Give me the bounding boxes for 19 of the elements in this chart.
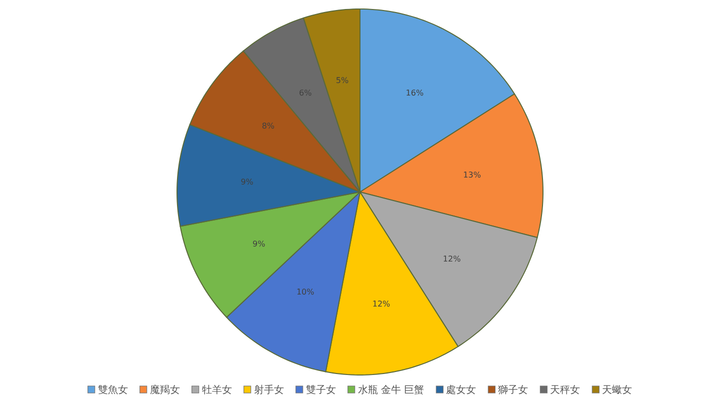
data-label: 13% bbox=[463, 170, 482, 180]
data-label: 5% bbox=[336, 76, 349, 85]
data-label: 12% bbox=[372, 299, 391, 308]
data-label: 9% bbox=[240, 177, 254, 186]
data-label: 8% bbox=[262, 121, 275, 130]
data-label: 16% bbox=[406, 88, 424, 98]
legend-label: 魔羯女 bbox=[150, 384, 180, 396]
legend-label: 牡羊女 bbox=[202, 384, 232, 396]
legend-label: 天秤女 bbox=[550, 384, 580, 396]
legend-label: 獅子女 bbox=[498, 384, 528, 396]
data-label: 10% bbox=[296, 287, 315, 296]
legend-label: 天蠍女 bbox=[602, 384, 632, 396]
legend-label: 水瓶 金牛 巨蟹 bbox=[358, 384, 424, 396]
legend-label: 射手女 bbox=[254, 384, 284, 396]
data-label: 12% bbox=[442, 254, 462, 264]
legend-label: 處女女 bbox=[446, 384, 476, 396]
data-label: 9% bbox=[252, 240, 266, 249]
legend-label: 雙魚女 bbox=[98, 384, 128, 396]
legend-label: 雙子女 bbox=[306, 384, 336, 396]
